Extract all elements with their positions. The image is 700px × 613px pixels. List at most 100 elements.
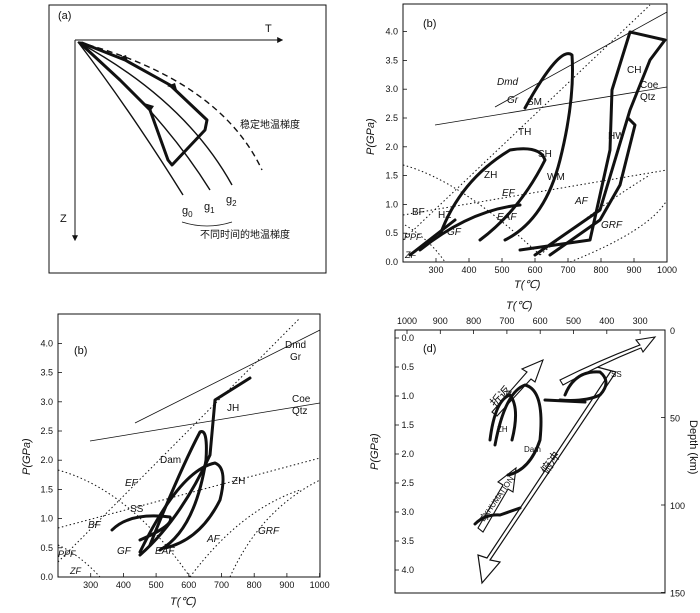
- bb-facies-boundary-2: [189, 489, 301, 578]
- panel-d-label: (d): [423, 343, 436, 355]
- panel-b-top-label: (b): [423, 18, 436, 30]
- d-label-zh: ZH: [497, 425, 508, 434]
- pt-path-hz: [408, 218, 457, 257]
- bb-label-ss: SS: [130, 504, 144, 515]
- bt-y-tick-label: 0.5: [385, 228, 398, 238]
- bt-label-ch: CH: [627, 65, 641, 76]
- pt-path-ch: [518, 30, 667, 257]
- bt-x-tick-label: 700: [560, 265, 575, 275]
- pt-path-sm: [503, 52, 574, 242]
- pt-path-zh: [438, 147, 547, 242]
- bt-y-tick-label: 3.5: [385, 55, 398, 65]
- bb-label-dmd: Dmd: [285, 340, 306, 351]
- d-pt-path-rim: [543, 398, 587, 404]
- bb-x-tick-label: 1000: [310, 580, 330, 590]
- bt-label-qtz: Qtz: [640, 92, 656, 103]
- panel-b-bottom-xlabel: T(℃): [170, 596, 197, 608]
- bb-label-gr: Gr: [290, 352, 302, 363]
- bt-y-tick-label: 0.0: [385, 257, 398, 267]
- bb-dmd-gr-line: [134, 329, 321, 424]
- pt-path-hw: [548, 116, 637, 257]
- panel-b-top-ylabel: P(GPa): [365, 118, 377, 155]
- bt-label-coe: Coe: [640, 80, 659, 91]
- bb-label-dam: Dam: [160, 455, 181, 466]
- bb-x-tick-label: 900: [279, 580, 294, 590]
- d-p-tick-label: 4.0: [401, 565, 414, 575]
- panel-b-top: (b) 300 400 500 600 700 800 900 1000 0.0 0.5 1.0 1…: [365, 3, 677, 291]
- bb-label-grf: GRF: [258, 526, 280, 537]
- bt-label-af: AF: [574, 196, 589, 207]
- bb-facies-boundary-3: [57, 544, 101, 578]
- d-depth-tick-label: 0: [670, 326, 675, 336]
- d-p-tick-label: 3.0: [401, 507, 414, 517]
- bb-label-af: AF: [206, 534, 221, 545]
- geotherm-g1-label: g1: [204, 201, 215, 215]
- bb-y-tick-label: 2.5: [40, 426, 53, 436]
- bb-label-zh: ZH: [232, 476, 245, 487]
- bt-y-tick-label: 1.5: [385, 171, 398, 181]
- bt-label-ef: EF: [502, 188, 516, 199]
- d-t-tick-label: 900: [433, 316, 448, 326]
- bb-label-coe: Coe: [292, 394, 311, 405]
- d-depth-tick-label: 150: [670, 589, 685, 599]
- d-label-jh: JH: [479, 513, 489, 522]
- panel-b-top-xlabel: T(℃): [514, 279, 541, 291]
- bt-label-grf: GRF: [601, 220, 623, 231]
- panel-a-frame: [48, 4, 327, 274]
- bb-x-tick-label: 800: [247, 580, 262, 590]
- d-depth-tick-label: 50: [670, 414, 680, 424]
- d-t-tick-label: 700: [499, 316, 514, 326]
- dmd-gr-line: [494, 11, 668, 108]
- panel-a: (a) T Z 稳定地温梯度 g0 g1 g2 不同时间的地温梯度: [48, 4, 327, 274]
- bb-y-tick-label: 1.0: [40, 514, 53, 524]
- facies-boundary-1: [402, 164, 541, 256]
- d-p-tick-label: 0.5: [401, 362, 414, 372]
- bt-label-wm: WM: [547, 172, 565, 183]
- bb-y-tick-label: 0.5: [40, 543, 53, 553]
- bt-label-eaf: EAF: [497, 212, 517, 223]
- bt-y-tick-label: 4.0: [385, 27, 398, 37]
- d-t-tick-label: 400: [599, 316, 614, 326]
- bb-x-tick-label: 300: [83, 580, 98, 590]
- facies-line-2: [402, 4, 651, 241]
- geotherm-g0-label: g0: [182, 205, 193, 219]
- bb-facies-line-1: [57, 457, 321, 529]
- t-axis-label: T: [265, 23, 272, 35]
- bb-label-eaf: EAF: [155, 546, 175, 557]
- bt-label-gf: GF: [447, 227, 462, 238]
- bt-label-zf: ZF: [404, 250, 416, 260]
- d-p-tick-label: 2.0: [401, 449, 414, 459]
- bb-label-jh: JH: [227, 403, 239, 414]
- bb-coe-qtz-line: [89, 402, 321, 442]
- d-t-tick-label: 600: [533, 316, 548, 326]
- bt-label-hw: HW: [608, 131, 625, 142]
- d-label-ss: SS: [611, 370, 622, 379]
- panel-d-right-label: Depth (km): [687, 420, 699, 474]
- bb-y-tick-label: 2.0: [40, 455, 53, 465]
- facies-line-1: [402, 169, 668, 216]
- panel-d-xlabel: T(℃): [506, 300, 533, 312]
- bb-x-tick-label: 400: [116, 580, 131, 590]
- d-label-dam: Dam: [524, 445, 541, 454]
- bt-x-tick-label: 1000: [657, 265, 677, 275]
- geotherm-g0-curve: [77, 41, 184, 196]
- bb-facies-line-2: [57, 317, 301, 563]
- bt-y-tick-label: 1.0: [385, 199, 398, 209]
- bt-label-gr: Gr: [507, 95, 519, 106]
- bb-y-tick-label: 4.0: [40, 338, 53, 348]
- d-p-tick-label: 1.0: [401, 391, 414, 401]
- coe-qtz-line: [434, 86, 668, 126]
- bb-x-tick-label: 700: [214, 580, 229, 590]
- bt-x-tick-label: 500: [494, 265, 509, 275]
- d-p-tick-label: 1.5: [401, 420, 414, 430]
- geotherm-g1-curve: [77, 41, 211, 191]
- bt-x-tick-label: 600: [527, 265, 542, 275]
- subduction-arrow: [477, 366, 617, 585]
- bt-x-tick-label: 300: [428, 265, 443, 275]
- bb-pt-path-ss: [110, 514, 173, 542]
- d-depth-tick-label: 100: [670, 501, 685, 511]
- bb-facies-boundary-4: [229, 479, 321, 578]
- d-pt-path-ss: [558, 370, 608, 402]
- bt-x-tick-label: 900: [626, 265, 641, 275]
